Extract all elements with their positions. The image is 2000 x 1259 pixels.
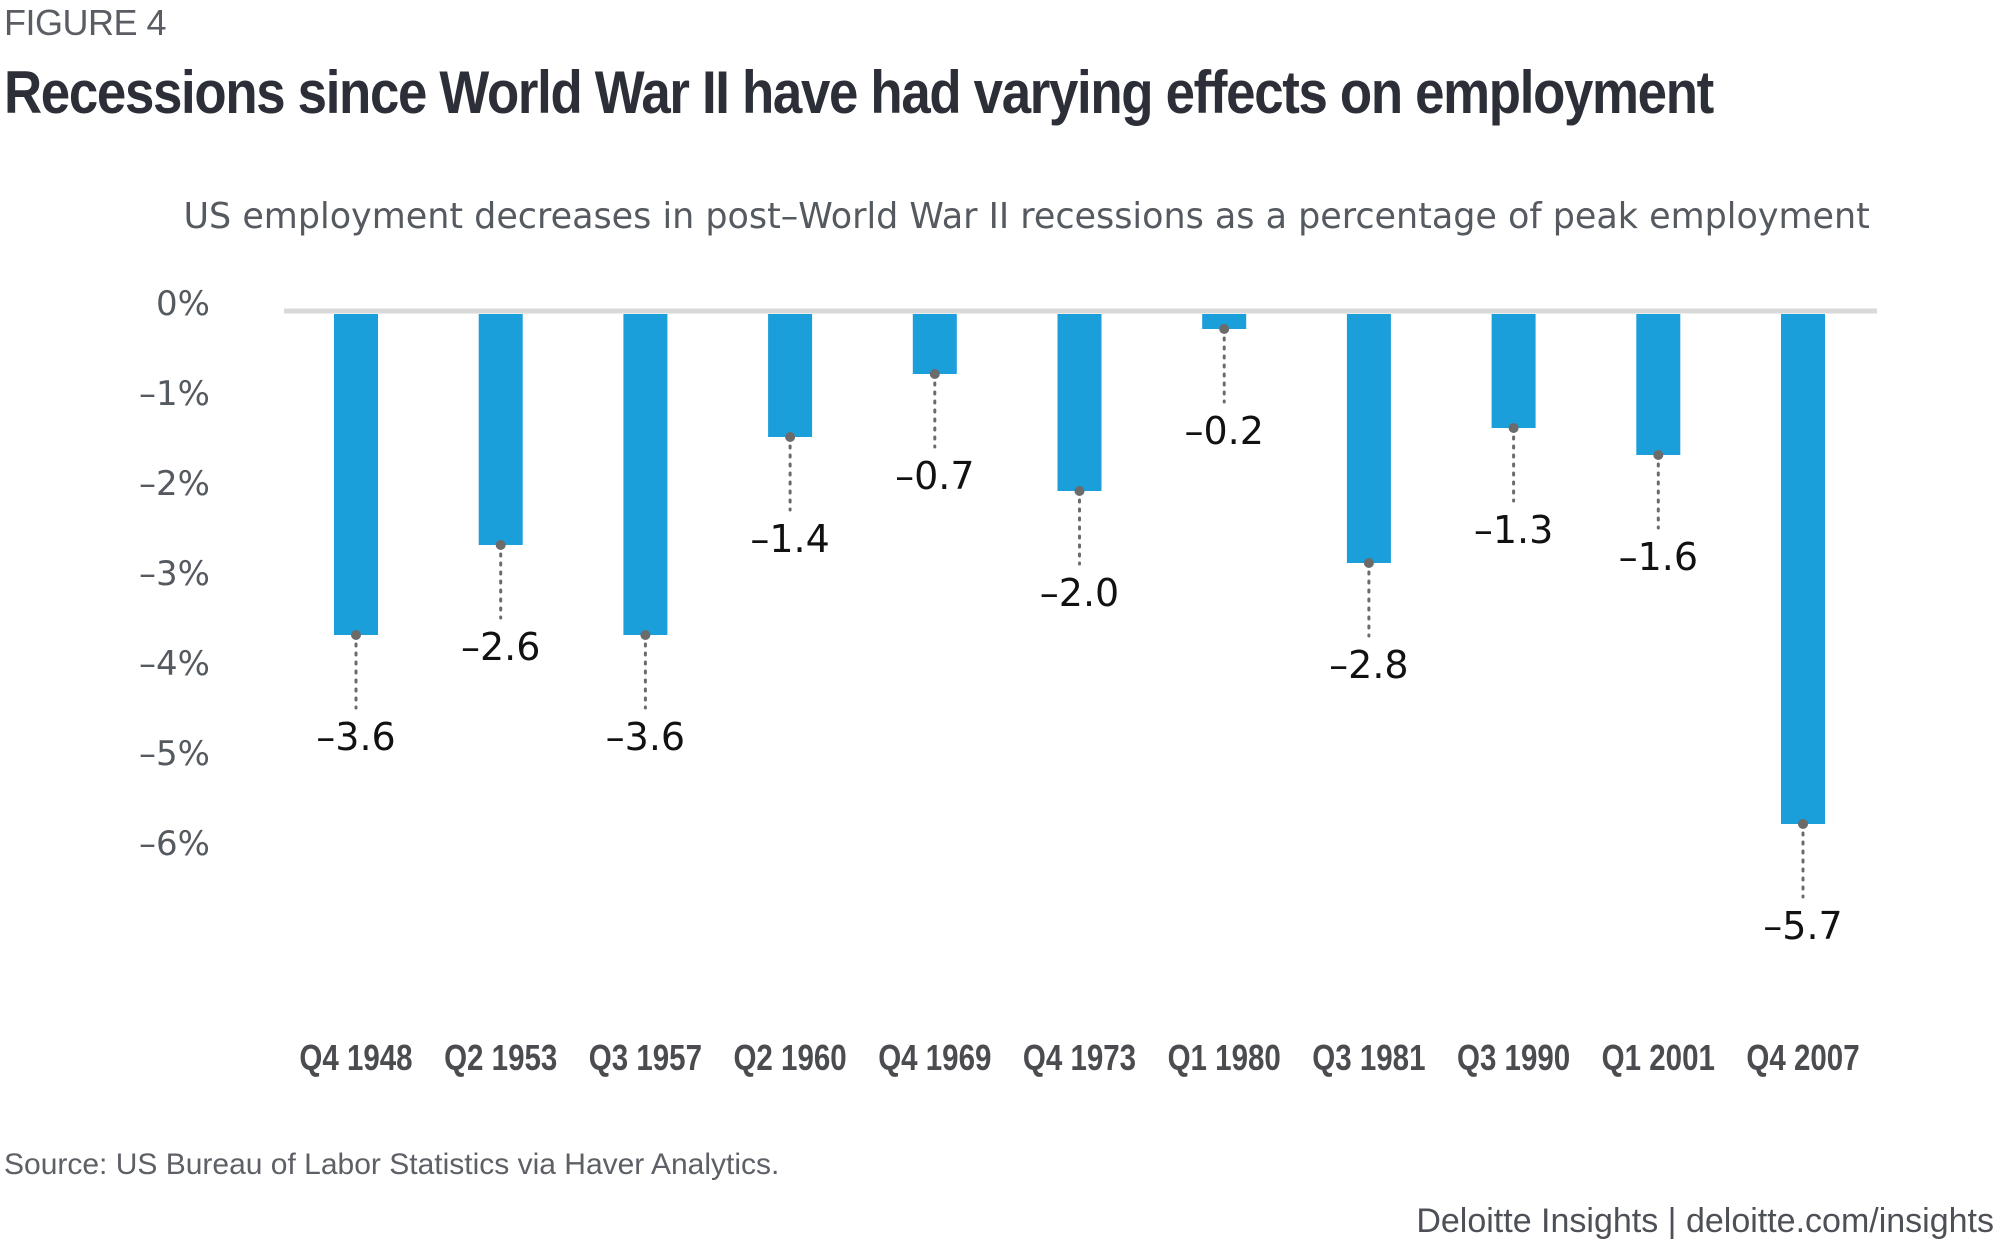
footer-credit: Deloitte Insights | deloitte.com/insight…: [1416, 1202, 1994, 1240]
value-label: –1.6: [1619, 535, 1698, 579]
bar-end-marker: [351, 630, 361, 640]
x-axis: Q4 1948 Q2 1953 Q3 1957 Q2 1960 Q4 1969 Q4 19…: [299, 1037, 1859, 1077]
bar: [768, 314, 813, 437]
y-tick-label: –3%: [139, 554, 210, 594]
bar: [623, 314, 668, 635]
value-label: –5.7: [1763, 904, 1842, 948]
x-tick-label: Q2 1953: [444, 1037, 557, 1077]
x-tick-label: Q3 1990: [1457, 1037, 1570, 1077]
x-tick-label: Q1 1980: [1168, 1037, 1281, 1077]
bar: [334, 314, 378, 635]
bar: [1346, 314, 1391, 563]
value-label: –2.0: [1040, 571, 1119, 615]
bars: –3.6 –2.6 –3.6 –1.4 –0.7 –2.0 –0.2 –2.8 –1.3 –1.6…: [316, 314, 1843, 948]
x-tick-label: Q4 1948: [299, 1037, 412, 1077]
bar-end-marker: [1363, 558, 1374, 568]
y-tick-label: –6%: [139, 824, 210, 864]
y-tick-label: –1%: [139, 374, 210, 414]
bar: [1057, 314, 1102, 491]
value-label: –1.3: [1474, 508, 1553, 552]
bar: [1781, 314, 1825, 824]
value-label: –2.6: [461, 625, 540, 669]
bar-end-marker: [785, 432, 796, 442]
y-tick-label: –2%: [139, 464, 210, 504]
bar: [1491, 314, 1536, 428]
y-tick-label: 0%: [156, 284, 210, 324]
bar-end-marker: [1219, 324, 1230, 334]
value-label: –1.4: [750, 517, 829, 561]
x-tick-label: Q3 1957: [589, 1037, 702, 1077]
x-tick-label: Q4 2007: [1746, 1037, 1859, 1077]
bar-end-marker: [1074, 486, 1085, 496]
value-label: –3.6: [606, 715, 685, 759]
y-axis: 0% –1% –2% –3% –4% –5% –6%: [139, 284, 210, 864]
value-label: –0.2: [1184, 409, 1263, 453]
bar-end-marker: [495, 540, 506, 550]
value-label: –2.8: [1329, 643, 1408, 687]
bar: [1202, 314, 1247, 329]
x-tick-label: Q4 1969: [878, 1037, 991, 1077]
bar-end-marker: [640, 630, 651, 640]
x-tick-label: Q1 2001: [1602, 1037, 1715, 1077]
bar: [1636, 314, 1681, 455]
chart-subtitle: US employment decreases in post–World Wa…: [183, 196, 1870, 237]
bar-end-marker: [1653, 450, 1664, 460]
bar-end-marker: [929, 369, 940, 379]
source-note: Source: US Bureau of Labor Statistics vi…: [4, 1148, 780, 1181]
bar: [478, 314, 523, 545]
y-tick-label: –4%: [139, 644, 210, 684]
bar: [912, 314, 957, 374]
x-tick-label: Q3 1981: [1312, 1037, 1425, 1077]
figure-label: FIGURE 4: [4, 2, 167, 43]
value-label: –0.7: [895, 454, 974, 498]
x-tick-label: Q2 1960: [733, 1037, 846, 1077]
bar-end-marker: [1798, 819, 1808, 829]
bar-end-marker: [1508, 423, 1519, 433]
chart-title: Recessions since World War II have had v…: [4, 59, 1714, 126]
y-tick-label: –5%: [139, 734, 210, 774]
value-label: –3.6: [316, 715, 395, 759]
x-tick-label: Q4 1973: [1023, 1037, 1136, 1077]
